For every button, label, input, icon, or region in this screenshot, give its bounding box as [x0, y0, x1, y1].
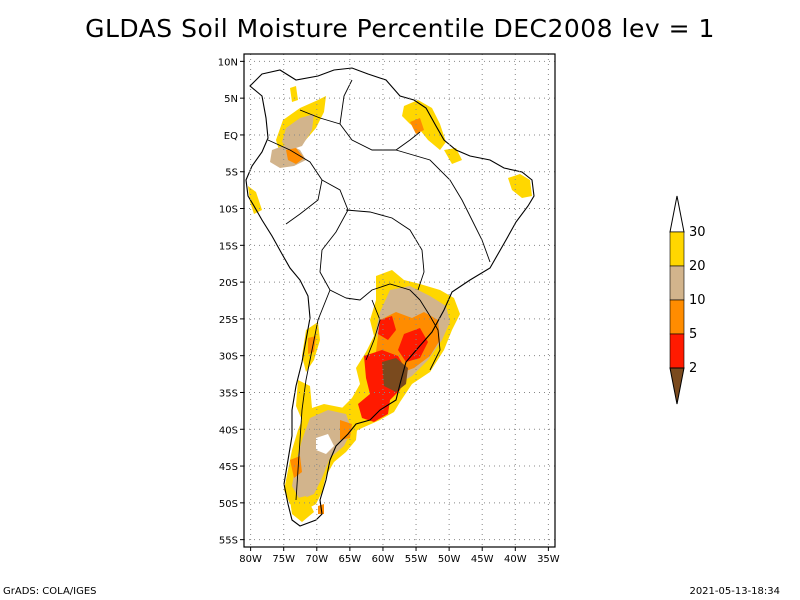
lat-tick-label: 5N: [224, 94, 238, 105]
plot-area: [245, 67, 535, 527]
graticule: [240, 54, 555, 551]
shade-patch: [398, 328, 428, 362]
shade-patch: [282, 114, 314, 150]
lon-tick-label: 40W: [504, 554, 527, 565]
percentile-shading: [248, 86, 532, 522]
lon-tick-label: 75W: [272, 554, 295, 565]
lon-tick-label: 80W: [239, 554, 262, 565]
colorbar-label: 10: [689, 293, 706, 308]
shade-patch: [316, 434, 334, 454]
lon-tick-label: 55W: [405, 554, 428, 565]
lat-tick-label: 15S: [219, 241, 238, 252]
longitude-labels: 80W 75W 70W 65W 60W 55W 50W 45W 40W 35W: [239, 554, 559, 565]
latitude-labels: 10N 5N EQ 5S 10S 15S 20S 25S 30S 35S 40S 45S 50S 55S: [218, 57, 238, 546]
shade-patch: [410, 118, 424, 134]
lat-tick-label: 25S: [219, 315, 238, 326]
colorbar-swatch: [669, 333, 685, 369]
shade-patch: [402, 100, 446, 150]
colorbar-label: 20: [689, 259, 706, 274]
lon-tick-label: 70W: [305, 554, 328, 565]
shade-patch: [508, 174, 532, 198]
shade-patch: [248, 186, 262, 214]
lon-tick-label: 45W: [471, 554, 494, 565]
lat-tick-label: 30S: [219, 352, 238, 363]
lat-tick-label: 35S: [219, 388, 238, 399]
colorbar-below-triangle: [669, 367, 685, 405]
lon-tick-label: 60W: [372, 554, 395, 565]
shade-patch: [382, 358, 408, 392]
lon-tick-label: 35W: [537, 554, 560, 565]
shade-patch: [290, 86, 298, 102]
map-title: GLDAS Soil Moisture Percentile DEC2008 l…: [85, 14, 715, 43]
lat-tick-label: 10S: [219, 205, 238, 216]
lat-tick-label: 45S: [219, 462, 238, 473]
colorbar-label: 2: [689, 361, 697, 376]
lat-tick-label: 10N: [218, 57, 238, 68]
map-frame: [243, 53, 556, 548]
shade-patch: [290, 496, 314, 522]
lon-tick-label: 65W: [339, 554, 362, 565]
lat-tick-label: 5S: [225, 168, 238, 179]
lat-tick-label: 55S: [219, 536, 238, 547]
grads-credit: GrADS: COLA/IGES: [3, 586, 97, 597]
lat-tick-label: 50S: [219, 499, 238, 510]
colorbar-above-triangle: [669, 195, 685, 233]
shade-patch: [292, 410, 352, 500]
shade-patch: [286, 148, 304, 164]
lat-tick-label: 40S: [219, 425, 238, 436]
colorbar-label: 5: [689, 327, 697, 342]
coastline: [245, 67, 535, 527]
colorbar: 30 20 10 5 2: [669, 195, 706, 405]
colorbar-swatch: [669, 231, 685, 267]
colorbar-swatch: [669, 265, 685, 301]
lat-tick-label: EQ: [224, 131, 238, 142]
timestamp: 2021-05-13-18:34: [689, 586, 780, 597]
lon-tick-label: 50W: [438, 554, 461, 565]
colorbar-swatch: [669, 299, 685, 335]
shade-patch: [340, 420, 352, 440]
lat-tick-label: 20S: [219, 278, 238, 289]
colorbar-label: 30: [689, 225, 706, 240]
shade-patch: [444, 148, 462, 164]
